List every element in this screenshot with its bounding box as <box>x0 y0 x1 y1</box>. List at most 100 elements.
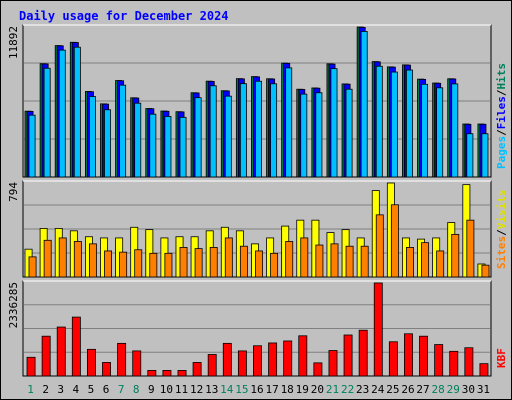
bar-sites <box>134 249 143 278</box>
bar-pages <box>466 133 474 178</box>
bar-pages <box>179 116 187 178</box>
day-label: 9 <box>148 383 155 396</box>
day-label: 22 <box>341 383 354 396</box>
legend-entry: Sites <box>495 236 508 269</box>
day-label: 30 <box>462 383 475 396</box>
day-label: 5 <box>88 383 95 396</box>
bar-sites <box>406 246 414 278</box>
day-label: 3 <box>57 383 64 396</box>
bar-sites <box>285 241 294 278</box>
bar-pages <box>224 95 232 178</box>
legend-entry: Files <box>495 96 508 129</box>
bar-sites <box>149 252 158 278</box>
day-label: 15 <box>235 383 248 396</box>
bar-kbf <box>71 316 81 377</box>
day-label: 10 <box>160 383 173 396</box>
bar-pages <box>345 88 353 178</box>
bar-kbf <box>479 363 489 377</box>
bar-sites <box>270 252 279 278</box>
bar-pages <box>73 46 81 178</box>
bar-pages <box>119 84 127 178</box>
bar-pages <box>194 97 202 178</box>
bar-sites <box>28 256 37 278</box>
day-label: 26 <box>401 383 414 396</box>
legend-entry: / <box>495 89 508 96</box>
bar-sites <box>390 204 399 278</box>
chart-title: Daily usage for December 2024 <box>19 9 229 23</box>
day-label: 11 <box>175 383 188 396</box>
legend-entry: Visits <box>495 190 508 230</box>
bar-pages <box>270 83 278 178</box>
bar-sites <box>88 243 97 278</box>
bar-pages <box>421 83 429 178</box>
bar-kbf <box>328 350 338 377</box>
bar-sites <box>255 250 263 278</box>
bar-kbf <box>26 356 36 377</box>
bar-kbf <box>419 335 429 377</box>
bar-sites <box>375 214 384 278</box>
day-label: 6 <box>103 383 110 396</box>
bar-kbf <box>343 334 353 377</box>
bar-pages <box>330 68 338 178</box>
bar-kbf <box>283 340 293 377</box>
bar-pages <box>164 116 172 178</box>
bar-kbf <box>253 345 262 377</box>
bar-pages <box>209 85 217 178</box>
bar-sites <box>164 252 173 278</box>
bar-pages <box>375 65 383 178</box>
bar-sites <box>345 245 354 278</box>
bar-sites <box>315 244 324 278</box>
bar-pages <box>43 67 51 178</box>
bar-pages <box>285 67 293 178</box>
bar-kbf <box>41 335 51 377</box>
day-label: 18 <box>281 383 294 396</box>
legend-entry: KBF <box>495 348 508 368</box>
bar-pages <box>451 83 459 178</box>
day-label: 8 <box>133 383 140 396</box>
bar-kbf <box>313 362 323 377</box>
day-label: 21 <box>326 383 339 396</box>
bar-sites <box>451 233 460 278</box>
bar-sites <box>421 242 430 278</box>
day-label: 2 <box>42 383 49 396</box>
bar-kbf <box>117 342 127 377</box>
bar-kbf <box>268 342 278 377</box>
day-label: 17 <box>265 383 278 396</box>
bar-sites <box>330 243 339 278</box>
day-label: 1 <box>27 383 34 396</box>
legend-entry: Hits <box>495 63 508 90</box>
bar-sites <box>360 245 369 278</box>
day-label: 16 <box>250 383 263 396</box>
day-label: 27 <box>416 383 429 396</box>
bar-kbf <box>449 350 459 377</box>
day-label: 12 <box>190 383 203 396</box>
bar-sites <box>466 219 475 278</box>
bar-pages <box>390 71 398 178</box>
panel-hits-max-label: 11892 <box>7 26 20 59</box>
day-label: 31 <box>477 383 490 396</box>
bar-pages <box>481 133 489 178</box>
day-label: 14 <box>220 383 234 396</box>
bar-sites <box>58 237 67 278</box>
bar-kbf <box>132 350 142 377</box>
day-label: 28 <box>432 383 445 396</box>
bar-pages <box>58 49 66 178</box>
legend-entry: / <box>495 129 508 136</box>
bar-sites <box>73 241 82 278</box>
bar-sites <box>43 239 52 278</box>
bar-kbf <box>162 370 172 377</box>
day-label: 19 <box>296 383 309 396</box>
day-label: 13 <box>205 383 218 396</box>
bar-sites <box>194 248 203 278</box>
bar-kbf <box>56 326 66 377</box>
bar-pages <box>104 109 111 178</box>
bar-sites <box>224 237 233 278</box>
legend-entry: / <box>495 229 508 236</box>
bar-kbf <box>222 342 232 377</box>
bar-sites <box>119 251 128 278</box>
bar-kbf <box>177 370 187 377</box>
bar-pages <box>300 93 308 178</box>
bar-pages <box>28 114 36 178</box>
